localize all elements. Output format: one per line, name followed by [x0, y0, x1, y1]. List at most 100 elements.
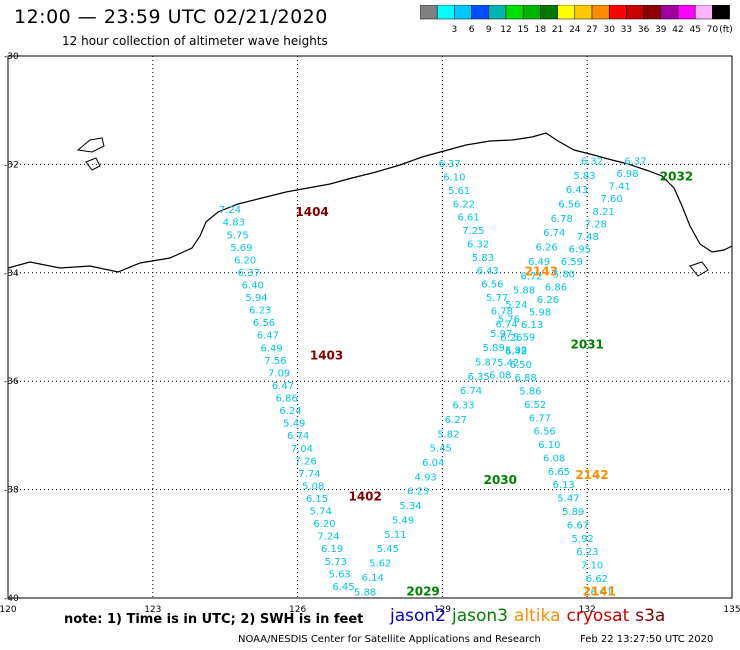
scale-tick-label: 36: [638, 25, 650, 35]
swh-value: 6.74: [496, 320, 518, 331]
pass-label: 2031: [570, 338, 603, 352]
swh-value: 5.34: [399, 501, 421, 512]
swh-value: 5.80: [553, 270, 575, 281]
swh-value: 5.45: [377, 544, 399, 555]
swh-value: 6.43: [566, 185, 588, 196]
swh-value: 5.69: [230, 243, 252, 254]
swh-value: 5.97: [490, 329, 512, 340]
swh-value: 6.56: [253, 318, 275, 329]
swh-value: 5.63: [329, 569, 351, 580]
scale-tick-label: 70: [707, 25, 719, 35]
swh-value: 6.32: [467, 239, 489, 250]
scale-tick-label: 24: [569, 25, 581, 35]
lon-tick-label: 129: [434, 605, 451, 615]
scale-tick-label: 18: [535, 25, 547, 35]
swh-value: 6.47: [257, 331, 279, 342]
swh-value: 6.72: [520, 271, 542, 282]
island-outline: [689, 261, 709, 277]
lat-tick-label: -34: [4, 269, 19, 279]
swh-value: 5.42: [497, 358, 519, 369]
swh-value: 5.11: [384, 530, 406, 541]
swh-value: 5.59: [513, 333, 535, 344]
pass-label: 2030: [484, 473, 517, 487]
swh-value: 5.92: [505, 345, 527, 356]
swh-value: 5.61: [448, 186, 470, 197]
swh-value: 5.89: [483, 343, 505, 354]
swh-value: 5.77: [486, 293, 508, 304]
pass-label: 1404: [295, 205, 328, 219]
swh-value: 6.45: [332, 582, 354, 593]
scale-tick-label: 39: [655, 25, 667, 35]
scale-tick-label: 21: [552, 25, 563, 35]
swh-value: 6.41: [591, 587, 613, 598]
swh-value: 6.23: [249, 306, 271, 317]
swh-value: 4.93: [415, 472, 437, 483]
swh-value: 5.47: [557, 494, 579, 505]
lat-tick-label: -40: [4, 594, 19, 604]
swh-value: 7.41: [608, 182, 630, 193]
swh-value: 5.73: [325, 557, 347, 568]
swh-value: 5.82: [437, 429, 459, 440]
mission-jason2: jason2: [390, 606, 446, 626]
swh-value: 5.75: [226, 230, 248, 241]
scale-tick-label: 30: [603, 25, 615, 35]
scale-tick-label: 15: [517, 25, 528, 35]
page-title: 12:00 — 23:59 UTC 02/21/2020: [14, 6, 328, 28]
swh-value: 7.74: [298, 469, 320, 480]
scale-tick-label: 9: [486, 25, 492, 35]
swh-value: 7.28: [585, 219, 607, 230]
scale-tick-label: 27: [586, 25, 597, 35]
swh-value: 6.27: [445, 415, 467, 426]
swh-value: 6.49: [260, 343, 282, 354]
swh-value: 6.65: [548, 467, 570, 478]
lat-tick-label: -30: [4, 52, 19, 62]
swh-value: 7.10: [581, 561, 603, 572]
swh-value: 7.24: [317, 532, 339, 543]
swh-value: 5.92: [572, 534, 594, 545]
swh-value: 6.78: [551, 214, 573, 225]
coastline: [7, 132, 733, 273]
swh-value: 6.20: [234, 255, 256, 266]
footnote-note: note: 1) Time is in UTC; 2) SWH is in fe…: [64, 612, 364, 627]
swh-value: 6.74: [543, 228, 565, 239]
swh-value: 5.62: [369, 559, 391, 570]
swh-value: 6.23: [407, 487, 429, 498]
swh-value: 7.24: [219, 205, 241, 216]
swh-value: 6.20: [313, 519, 335, 530]
pass-label: 2143: [525, 265, 558, 279]
swh-value: 6.49: [505, 346, 527, 357]
swh-value: 5.98: [529, 308, 551, 319]
scale-tick-label: 6: [469, 25, 475, 35]
swh-value: 6.23: [576, 547, 598, 558]
swh-value: 6.37: [439, 159, 461, 170]
swh-value: 6.13: [521, 320, 543, 331]
scale-tick-label: 45: [689, 25, 700, 35]
swh-value: 6.74: [460, 386, 482, 397]
scale-tick-label: 42: [672, 25, 683, 35]
swh-value: 6.49: [528, 257, 550, 268]
swh-value: 6.43: [477, 266, 499, 277]
swh-value: 6.04: [422, 458, 444, 469]
swh-value: 5.74: [310, 507, 332, 518]
pass-label: 1403: [310, 349, 343, 363]
swh-value: 5.76: [498, 314, 520, 325]
page-subtitle: 12 hour collection of altimeter wave hei…: [62, 34, 328, 48]
swh-value: 7.56: [264, 356, 286, 367]
swh-value: 6.37: [238, 268, 260, 279]
pass-label: 2029: [406, 584, 439, 598]
swh-value: 6.26: [537, 295, 559, 306]
swh-value: 6.26: [536, 243, 558, 254]
swh-value: 6.56: [481, 280, 503, 291]
swh-value: 5.24: [505, 300, 527, 311]
lon-tick-label: 123: [144, 605, 161, 615]
mission-cryosat: cryosat: [566, 606, 630, 626]
scale-tick-label: 3: [452, 25, 458, 35]
swh-value: 6.10: [443, 172, 465, 183]
swh-value: 6.40: [242, 281, 264, 292]
swh-value: 6.56: [558, 199, 580, 210]
swh-value: 6.52: [524, 400, 546, 411]
swh-value: 7.09: [268, 368, 290, 379]
swh-value: 5.83: [472, 253, 494, 264]
swh-value: 6.95: [569, 245, 591, 256]
